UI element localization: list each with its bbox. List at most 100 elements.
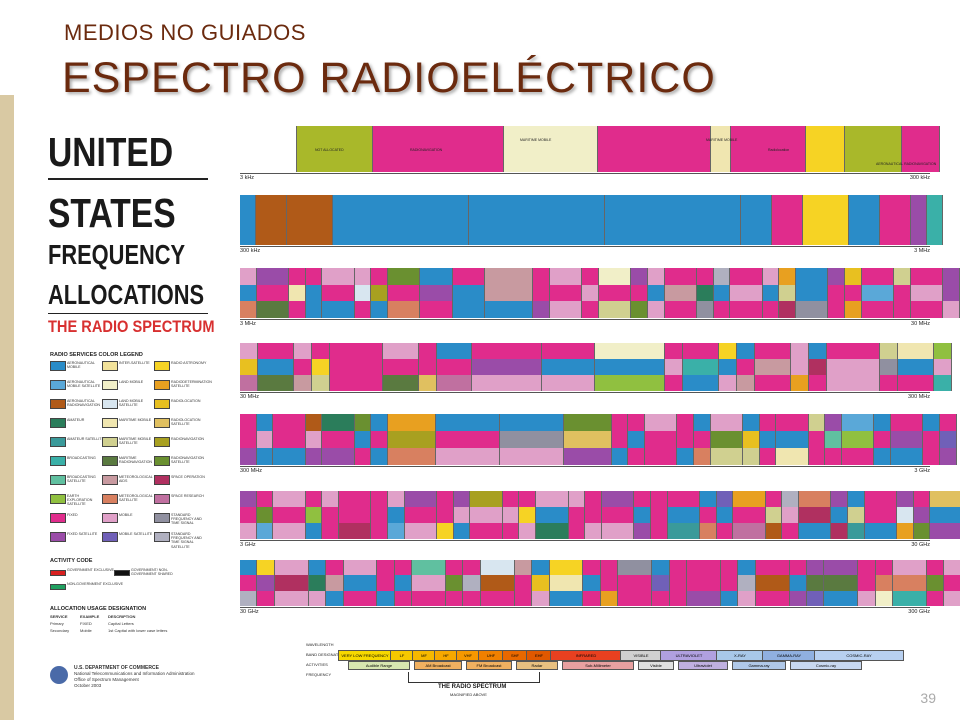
allocation-block bbox=[864, 491, 898, 507]
allocation-strip bbox=[240, 523, 960, 539]
allocation-block bbox=[828, 284, 846, 302]
allocation-block bbox=[755, 359, 791, 375]
allocation-block bbox=[611, 414, 629, 431]
allocation-block bbox=[759, 414, 777, 431]
legend-item: FIXED bbox=[50, 513, 105, 525]
allocation-block bbox=[549, 284, 583, 302]
allocation-block bbox=[741, 195, 772, 245]
allocation-block bbox=[326, 560, 344, 576]
frequency-band-row: 300 MHz 3 GHz bbox=[240, 414, 957, 475]
allocation-block bbox=[330, 343, 383, 359]
allocation-block bbox=[256, 414, 274, 431]
allocation-block bbox=[926, 560, 945, 576]
allocation-block bbox=[485, 268, 534, 285]
legend-swatch bbox=[102, 494, 118, 504]
allocation-block bbox=[720, 575, 739, 591]
allocation-block bbox=[789, 590, 807, 606]
legend-item: AERONAUTICAL RADIONAVIGATION bbox=[50, 399, 105, 411]
allocation-block bbox=[240, 575, 258, 591]
allocation-block bbox=[388, 491, 405, 507]
allocation-block bbox=[322, 301, 355, 318]
spectrum-activity: Gamma-ray bbox=[732, 661, 786, 670]
allocation-block bbox=[891, 414, 924, 431]
allocation-block bbox=[273, 448, 306, 465]
legend-label: SPACE OPERATION bbox=[171, 475, 205, 479]
allocation-block bbox=[759, 448, 777, 465]
office-name: Office of Spectrum Management bbox=[74, 677, 139, 682]
legend-swatch bbox=[50, 532, 66, 542]
allocation-block bbox=[333, 195, 469, 245]
allocation-block bbox=[339, 507, 372, 523]
allocation-block bbox=[499, 448, 564, 465]
legend-item: LAND MOBILE bbox=[102, 380, 157, 392]
allocation-block bbox=[710, 448, 743, 465]
legend-label: RADIODETERMINATION SATELLITE bbox=[171, 380, 212, 389]
allocation-block bbox=[796, 268, 829, 285]
allocation-block bbox=[652, 590, 670, 606]
allocation-block bbox=[533, 284, 550, 302]
spectrum-band: MF bbox=[412, 650, 436, 661]
allocation-block bbox=[446, 575, 464, 591]
allocation-strip bbox=[240, 126, 940, 172]
allocation-strip bbox=[240, 560, 960, 576]
allocation-block bbox=[923, 431, 941, 448]
frequency-band-row: NOT ALLOCATED RADIONAVIGATION MARITIME MOB… bbox=[240, 126, 940, 182]
allocation-block bbox=[542, 375, 595, 391]
allocation-block bbox=[796, 301, 829, 318]
legend-item: RADIOLOCATION SATELLITE bbox=[154, 418, 209, 430]
allocation-block bbox=[388, 301, 421, 318]
allocation-block bbox=[716, 491, 734, 507]
title-rule bbox=[48, 178, 208, 180]
allocation-block bbox=[240, 590, 258, 606]
allocation-block bbox=[549, 301, 583, 318]
legend-item: SPACE RESEARCH bbox=[154, 494, 209, 506]
legend-swatch bbox=[50, 380, 66, 390]
allocation-block bbox=[371, 507, 389, 523]
allocation-block bbox=[563, 431, 612, 448]
allocation-block bbox=[699, 491, 717, 507]
allocation-block bbox=[828, 268, 846, 285]
allocation-block bbox=[504, 126, 599, 172]
legend-label: EARTH EXPLORATION SATELLITE bbox=[67, 494, 93, 507]
allocation-block bbox=[583, 560, 601, 576]
allocation-block bbox=[371, 523, 389, 539]
allocation-block bbox=[699, 507, 717, 523]
allocation-block bbox=[289, 268, 306, 285]
allocation-block bbox=[782, 507, 799, 523]
allocation-block bbox=[926, 575, 945, 591]
allocation-block bbox=[913, 491, 931, 507]
allocation-block bbox=[240, 268, 257, 285]
allocation-block bbox=[240, 507, 257, 523]
allocation-block bbox=[305, 301, 323, 318]
allocation-block bbox=[910, 284, 944, 302]
allocation-block bbox=[394, 590, 413, 606]
title-rule bbox=[48, 313, 208, 314]
allocation-block bbox=[677, 448, 694, 465]
allocation-block bbox=[779, 268, 796, 285]
allocation-block bbox=[611, 448, 629, 465]
legend-label: BROADCASTING bbox=[67, 456, 96, 460]
usage-header-cell: DESCRIPTION bbox=[108, 614, 136, 619]
legend-item: AMATEUR SATELLITE bbox=[50, 437, 105, 449]
allocation-block bbox=[911, 195, 927, 245]
allocation-block bbox=[893, 560, 927, 576]
allocation-block bbox=[601, 491, 635, 507]
band-end-frequency: 300 MHz bbox=[907, 394, 930, 400]
band-axis-line bbox=[240, 466, 930, 467]
allocation-block bbox=[893, 590, 927, 606]
allocation-block bbox=[730, 284, 763, 302]
allocation-block bbox=[913, 507, 931, 523]
allocation-block bbox=[472, 343, 543, 359]
allocation-block bbox=[519, 507, 537, 523]
legend-item: MARITIME RADIONAVIGATION bbox=[102, 456, 157, 468]
allocation-block bbox=[437, 507, 454, 523]
allocation-block bbox=[894, 268, 911, 285]
allocation-strip bbox=[240, 195, 943, 245]
activity-label: NON-GOVERNMENT EXCLUSIVE bbox=[67, 582, 124, 586]
allocation-block bbox=[549, 590, 584, 606]
allocation-block bbox=[436, 431, 500, 448]
legend-swatch bbox=[102, 380, 118, 390]
allocation-block bbox=[418, 375, 437, 391]
allocation-block bbox=[412, 560, 447, 576]
legend-swatch bbox=[154, 475, 170, 485]
